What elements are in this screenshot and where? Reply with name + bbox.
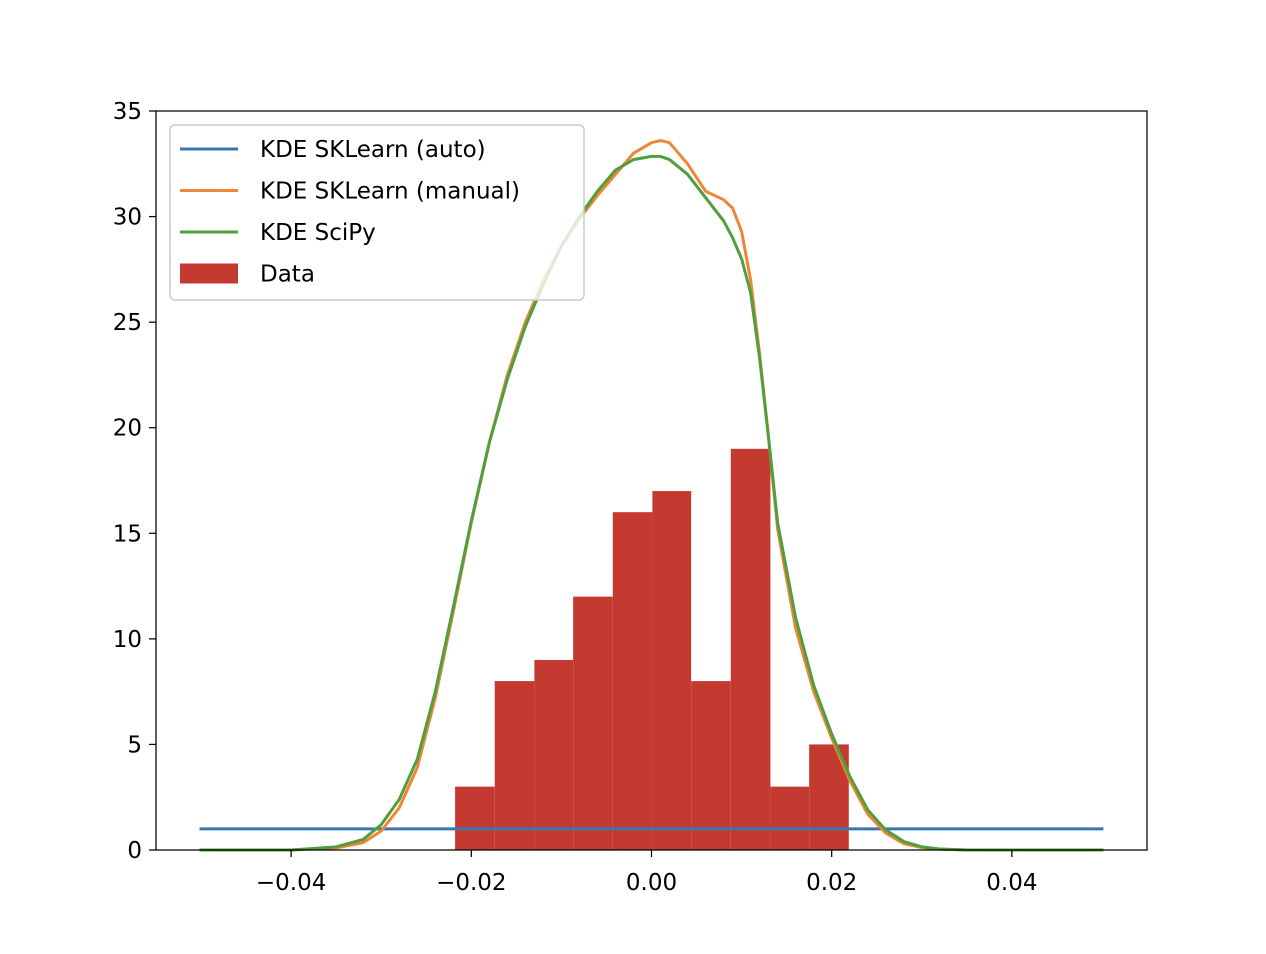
histogram-bar [612, 512, 653, 850]
kde-lines [199, 139, 1104, 852]
legend-label: Data [260, 262, 315, 288]
legend: KDE SKLearn (auto) KDE SKLearn (manual) KD… [169, 124, 585, 301]
histogram-bar [770, 786, 810, 850]
histogram-bar [534, 659, 574, 850]
y-tick-label: 20 [113, 416, 142, 442]
x-tick-label: −0.04 [256, 870, 326, 896]
legend-label: KDE SKLearn (auto) [260, 137, 486, 163]
y-tick-label: 10 [113, 627, 142, 653]
y-tick-label: 5 [127, 732, 142, 758]
y-tick-label: 35 [113, 99, 142, 125]
series-line-2 [199, 154, 1104, 852]
histogram-bar [455, 786, 495, 850]
histogram-bar [573, 596, 613, 850]
legend-box [169, 124, 585, 301]
histogram-bar [730, 448, 771, 850]
histogram-bars [455, 448, 849, 850]
histogram-bar [691, 681, 731, 850]
x-axis: −0.04 −0.02 0.00 0.02 0.04 [256, 850, 1037, 896]
x-tick-label: −0.02 [436, 870, 506, 896]
x-tick-label: 0.02 [806, 870, 857, 896]
histogram-bar [494, 681, 535, 850]
y-tick-label: 15 [113, 521, 142, 547]
legend-label: KDE SciPy [260, 220, 376, 246]
y-tick-label: 25 [113, 310, 142, 336]
histogram-bar [652, 491, 692, 850]
y-axis: 0 5 10 15 20 25 30 35 [113, 99, 156, 864]
x-tick-label: 0.04 [986, 870, 1037, 896]
series-line-1 [199, 139, 1104, 852]
y-tick-label: 0 [127, 838, 142, 864]
y-tick-label: 30 [113, 205, 142, 231]
x-tick-label: 0.00 [626, 870, 677, 896]
legend-patch-swatch [180, 263, 238, 284]
legend-label: KDE SKLearn (manual) [260, 179, 520, 205]
